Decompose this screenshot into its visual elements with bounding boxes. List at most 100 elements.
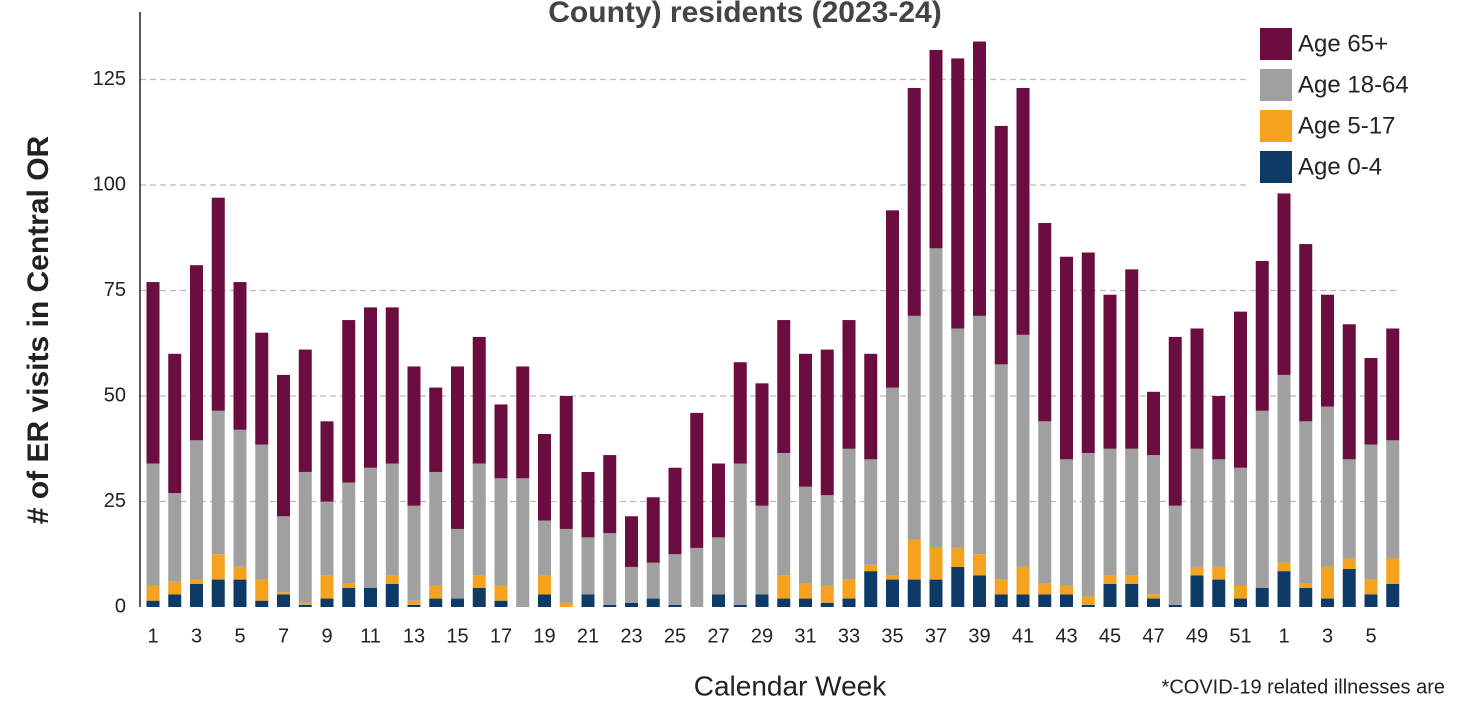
bar-segment: [1212, 459, 1226, 567]
bar-segment: [559, 396, 573, 529]
bar-segment: [451, 366, 464, 529]
legend-swatch: [1260, 151, 1292, 183]
bar-segment: [646, 562, 660, 599]
bar-segment: [1364, 358, 1378, 445]
x-axis-label: Calendar Week: [694, 670, 887, 701]
x-tick-label: 37: [925, 625, 947, 647]
bar-segment: [1277, 562, 1291, 572]
bar-segment: [364, 307, 377, 468]
legend-label: Age 5-17: [1298, 112, 1395, 139]
bar-segment: [494, 585, 508, 601]
legend-swatch: [1260, 110, 1292, 142]
bar-segment: [1016, 87, 1030, 335]
bar-segment: [1321, 294, 1334, 407]
bar-segment: [1125, 448, 1139, 576]
bar-segment: [255, 332, 269, 445]
bar-segment: [864, 571, 878, 607]
bar-segment: [646, 598, 660, 607]
bar-segment: [929, 579, 943, 607]
bar-segment: [712, 594, 725, 607]
y-tick-label: 125: [93, 68, 126, 90]
bar-segment: [951, 58, 965, 329]
bar-segment: [1168, 604, 1182, 607]
bar-segment: [364, 588, 377, 607]
bar-segment: [646, 497, 660, 563]
bar-segment: [494, 404, 508, 479]
x-tick-label: 5: [234, 625, 245, 647]
bar-segment: [342, 482, 356, 584]
bar-segment: [451, 598, 464, 607]
bar-segment: [1234, 467, 1247, 586]
x-tick-label: 1: [1278, 625, 1289, 647]
bar-segment: [1212, 566, 1226, 580]
bar-segment: [1277, 193, 1291, 375]
bar-segment: [581, 594, 595, 607]
bar-segment: [994, 364, 1008, 580]
bar-segment: [1125, 575, 1139, 584]
bar-segment: [864, 353, 878, 460]
bar-segment: [1190, 566, 1204, 576]
bar-segment: [1103, 575, 1117, 584]
bar-segment: [690, 547, 704, 607]
bar-segment: [799, 598, 812, 607]
bar-segment: [385, 463, 399, 576]
bar-segment: [973, 575, 986, 607]
x-tick-label: 19: [533, 625, 555, 647]
note: *COVID-19 related illnesses are: [1162, 676, 1445, 698]
bar-segment: [951, 566, 965, 607]
bar-segment: [755, 505, 769, 595]
bar-segment: [1386, 328, 1400, 441]
bar-segment: [1038, 583, 1052, 595]
bar-segment: [1103, 294, 1117, 449]
bar-segment: [451, 528, 464, 599]
x-tick-label: 21: [577, 625, 599, 647]
bar-segment: [1147, 391, 1160, 456]
bar-segment: [407, 366, 421, 506]
bar-segment: [190, 265, 203, 441]
bar-segment: [842, 579, 856, 599]
bar-segment: [494, 478, 508, 586]
bar-segment: [233, 579, 247, 607]
bar-segment: [907, 87, 921, 316]
x-tick-label: 41: [1012, 625, 1034, 647]
bar-segment: [1299, 421, 1313, 584]
bar-segment: [1016, 566, 1030, 595]
bar-segment: [668, 604, 682, 607]
bar-segment: [472, 463, 486, 576]
bar-segment: [1168, 505, 1182, 605]
bar-segment: [1234, 311, 1247, 468]
bar-segment: [1364, 594, 1378, 607]
bar-segment: [233, 566, 247, 580]
bar-segment: [1255, 588, 1269, 607]
bar-segment: [886, 575, 899, 580]
bar-segment: [1190, 328, 1204, 449]
bar-segment: [342, 320, 356, 483]
x-tick-label: 3: [191, 625, 202, 647]
bar-segment: [1321, 406, 1334, 567]
bar-segment: [994, 125, 1008, 365]
bar-segment: [472, 575, 486, 589]
bar-segment: [277, 516, 290, 593]
bar-segment: [1125, 583, 1139, 607]
bar-segment: [407, 600, 421, 605]
bar-segment: [429, 598, 443, 607]
bar-segment: [1081, 604, 1095, 607]
bar-segment: [211, 554, 225, 580]
bar-segment: [951, 328, 965, 548]
bar-segment: [1342, 569, 1356, 607]
x-tick-label: 35: [881, 625, 903, 647]
bar-segment: [864, 459, 878, 565]
y-axis-label: # of ER visits in Central OR: [22, 135, 55, 524]
bar-segment: [538, 520, 551, 576]
bar-segment: [625, 566, 638, 603]
bar-segment: [516, 366, 530, 479]
bar-segment: [929, 49, 943, 249]
bar-segment: [842, 598, 856, 607]
bar-segment: [886, 579, 899, 607]
bar-segment: [864, 564, 878, 572]
bar-segment: [1038, 594, 1052, 607]
bar-segment: [1277, 571, 1291, 607]
bar-segment: [298, 602, 312, 605]
bar-segment: [211, 197, 225, 411]
